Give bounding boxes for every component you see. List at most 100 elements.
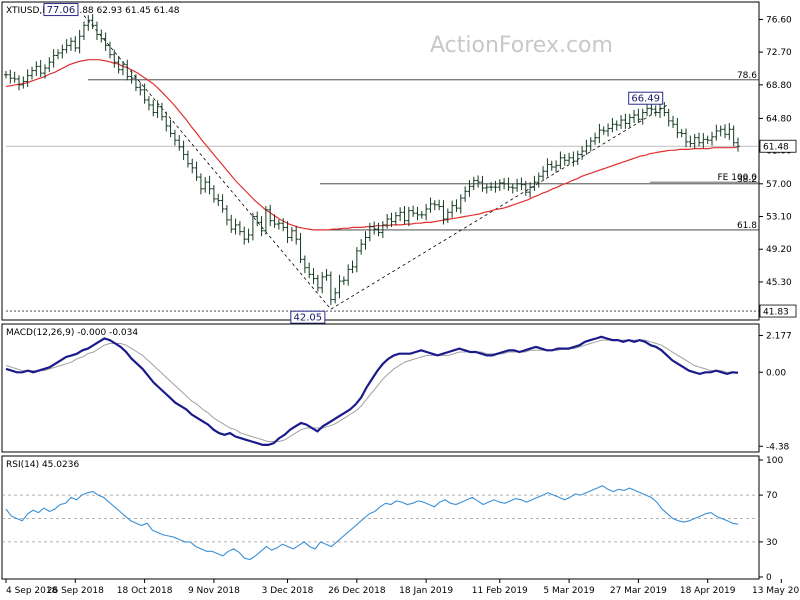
ohlc-bar	[523, 180, 528, 196]
ohlc-bar	[506, 177, 511, 191]
ohlc-bar	[168, 119, 173, 138]
watermark: ActionForex.com	[430, 33, 613, 58]
ohlc-bar	[731, 125, 736, 147]
ohlc-bar	[584, 139, 589, 155]
y-tick-label: 57.00	[766, 180, 792, 190]
ohlc-bar	[437, 199, 442, 211]
ohlc-bar	[73, 36, 78, 52]
callout-label: 77.06	[47, 5, 76, 16]
ohlc-bar	[493, 180, 498, 193]
ohlc-bar	[714, 124, 719, 141]
ohlc-bar	[367, 222, 372, 242]
ohlc-bar	[320, 271, 325, 294]
ohlc-bar	[224, 205, 229, 226]
ohlc-bar	[272, 214, 277, 228]
y-tick-label: 64.80	[766, 114, 792, 124]
ohlc-bar	[203, 177, 208, 193]
ohlc-bar	[497, 179, 502, 191]
ohlc-bar	[415, 206, 420, 221]
ohlc-bar	[129, 70, 134, 84]
ohlc-bar	[658, 103, 663, 118]
fib-label: FE 100.0	[718, 173, 758, 183]
ohlc-bar	[471, 176, 476, 191]
macd-line	[5, 335, 739, 446]
ohlc-bar	[112, 49, 117, 68]
ohlc-bar	[480, 175, 485, 192]
ohlc-bar	[302, 255, 307, 274]
ohlc-bar	[138, 82, 143, 96]
rsi-title: RSI(14) 45.0236	[6, 460, 79, 470]
macd-title: MACD(12,26,9) -0.000 -0.034	[6, 328, 138, 338]
ohlc-bar	[597, 123, 602, 144]
ohlc-bar	[541, 166, 546, 181]
ohlc-bar	[315, 274, 320, 292]
ohlc-bar	[81, 21, 86, 40]
ohlc-bar	[619, 115, 624, 129]
ohlc-bar	[445, 208, 450, 223]
ohlc-bar	[307, 262, 312, 279]
ohlc-bar	[419, 211, 424, 219]
x-tick-label: 26 Dec 2018	[328, 586, 386, 596]
x-tick-label: 18 Jan 2019	[399, 586, 453, 596]
ohlc-bar	[684, 128, 689, 148]
rsi-panel: RSI(14) 45.0236 100 70 30 0	[1, 455, 783, 583]
ohlc-bar	[675, 117, 680, 139]
ohlc-bar	[515, 178, 520, 192]
ohlc-bar	[60, 44, 65, 59]
ohlc-bar	[532, 175, 537, 191]
ohlc-bar	[424, 203, 429, 221]
y-tick-label: 53.10	[766, 213, 792, 223]
ohlc-bar	[441, 200, 446, 225]
macd-tick-label: -4.38	[766, 442, 790, 452]
ohlc-bar	[666, 108, 671, 127]
callout-box	[628, 91, 664, 105]
ohlc-bar	[42, 64, 47, 79]
ohlc-bar	[159, 102, 164, 121]
last-price-box	[759, 139, 797, 153]
ohlc-bar	[380, 221, 385, 238]
macd-tick-label: 0.00	[766, 368, 786, 378]
ohlc-bar	[723, 124, 728, 139]
ohlc-bar	[4, 71, 8, 79]
y-tick-label: 72.70	[766, 48, 792, 58]
ohlc-bar	[246, 228, 251, 243]
ohlc-bar	[679, 128, 684, 138]
ohlc-bar	[640, 108, 645, 125]
ohlc-bar	[705, 135, 710, 144]
price-title: XTIUSD,Daily 62.88 62.93 61.45 61.48	[6, 6, 180, 16]
ohlc-bar	[645, 103, 650, 117]
ohlc-bar	[333, 287, 338, 304]
ohlc-bar	[77, 29, 82, 54]
ohlc-bar	[259, 216, 264, 237]
x-tick-label: 3 Dec 2018	[262, 586, 314, 596]
ohlc-bar	[337, 274, 342, 299]
ohlc-bar	[294, 225, 299, 245]
ohlc-bar	[311, 268, 316, 285]
ohlc-bar	[502, 177, 507, 190]
ohlc-bar	[90, 13, 95, 30]
ohlc-bar	[653, 105, 658, 117]
ohlc-bar	[107, 41, 112, 59]
x-tick-label: 13 May 2019	[752, 586, 800, 596]
ohlc-bar	[428, 197, 433, 213]
ohlc-bar	[341, 276, 346, 285]
ohlc-bar	[64, 39, 69, 54]
ohlc-bar	[151, 99, 156, 117]
ohlc-bar	[86, 15, 91, 31]
rsi-tick-label: 0	[766, 573, 772, 583]
ohlc-bar	[519, 177, 524, 191]
ohlc-bar	[133, 74, 138, 92]
ohlc-bar	[34, 61, 39, 77]
ohlc-bar	[233, 218, 238, 235]
rsi-tick-label: 70	[766, 491, 778, 501]
ohlc-bar	[450, 200, 455, 218]
low-box	[759, 304, 797, 318]
ohlc-bar	[146, 96, 151, 111]
rsi-tick-label: 30	[766, 538, 778, 548]
y-tick-label: 45.30	[766, 278, 792, 288]
ohlc-bar	[99, 29, 104, 43]
ohlc-bar	[567, 152, 572, 165]
ohlc-bar	[372, 221, 377, 235]
fib-label: 78.6	[737, 71, 757, 81]
fib-label: 38.2	[737, 175, 757, 185]
